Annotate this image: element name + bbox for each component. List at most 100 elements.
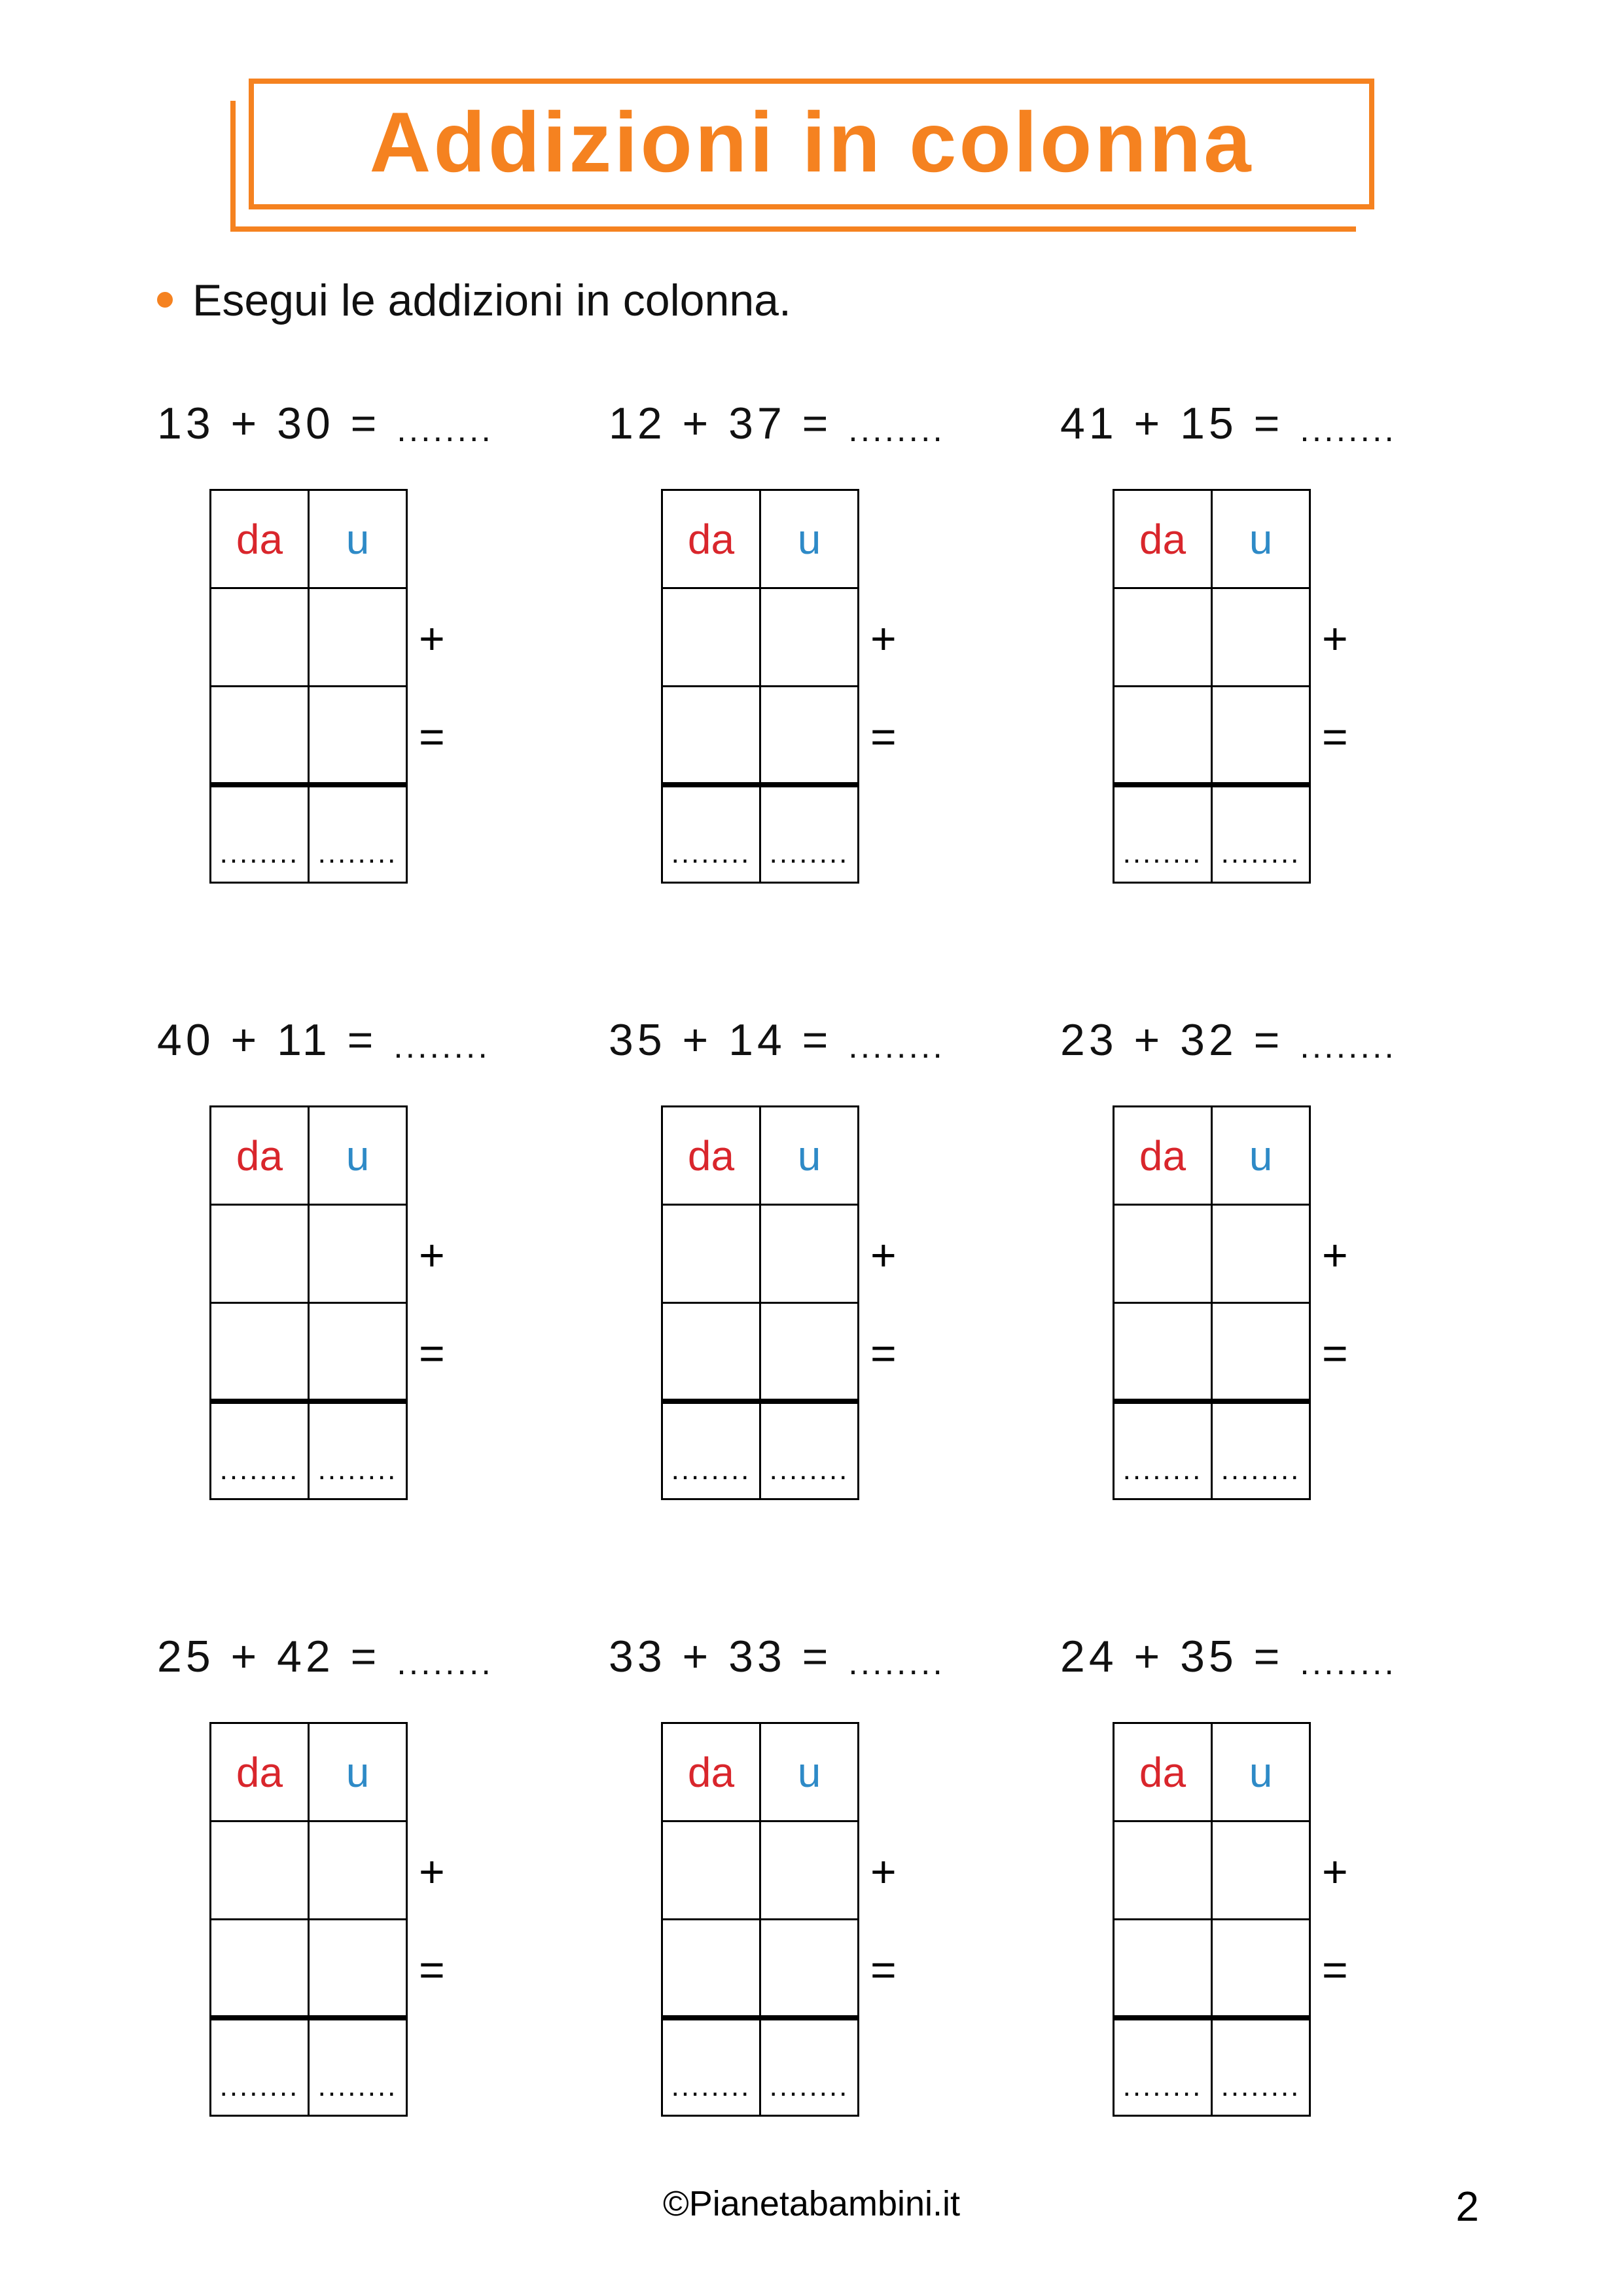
digit-cell [211, 1821, 309, 1920]
operator-column: += [1322, 1823, 1348, 2019]
equals-sign: = [1322, 1304, 1348, 1403]
digit-cell [662, 687, 760, 785]
equation-text: 35 + 14 = ........ [602, 1014, 1027, 1066]
digit-cell [309, 1205, 407, 1303]
result-cell: ........ [309, 2018, 407, 2116]
operator-column: += [1322, 1206, 1348, 1403]
column-addition-table: dau................ [209, 1105, 408, 1500]
column-table-wrap: dau................+= [661, 1722, 1027, 2117]
column-addition-table: dau................ [661, 489, 859, 884]
equals-sign: = [1322, 1921, 1348, 2019]
plus-sign: + [419, 1823, 445, 1921]
column-table-wrap: dau................+= [661, 1105, 1027, 1500]
plus-sign: + [870, 1823, 897, 1921]
problem: 40 + 11 = ........ dau................+= [151, 1014, 576, 1500]
tens-header: da [662, 1723, 760, 1821]
digit-cell [760, 1920, 859, 2018]
tens-header: da [1114, 490, 1212, 588]
result-cell: ........ [1114, 1401, 1212, 1499]
digit-cell [1114, 588, 1212, 687]
plus-sign: + [870, 1206, 897, 1304]
instruction-line: Esegui le addizioni in colonna. [157, 275, 1479, 326]
digit-cell [1212, 687, 1310, 785]
equation-text: 12 + 37 = ........ [602, 398, 1027, 450]
plus-sign: + [419, 1206, 445, 1304]
digit-cell [1114, 687, 1212, 785]
operator-column: += [1322, 590, 1348, 786]
digit-cell [211, 1205, 309, 1303]
equation-text: 24 + 35 = ........ [1054, 1631, 1479, 1683]
digit-cell [1114, 1205, 1212, 1303]
page-number: 2 [1455, 2182, 1479, 2231]
column-table-wrap: dau................+= [209, 1105, 576, 1500]
column-addition-table: dau................ [1113, 1722, 1311, 2117]
bullet-icon [157, 292, 173, 308]
column-table-wrap: dau................+= [1113, 1105, 1479, 1500]
digit-cell [1212, 1920, 1310, 2018]
units-header: u [1212, 1723, 1310, 1821]
column-addition-table: dau................ [661, 1105, 859, 1500]
digit-cell [1114, 1303, 1212, 1401]
answer-blank: ........ [848, 1644, 945, 1682]
digit-cell [1114, 1821, 1212, 1920]
problem: 41 + 15 = ........ dau................+= [1054, 398, 1479, 884]
column-table-wrap: dau................+= [209, 489, 576, 884]
result-cell: ........ [662, 2018, 760, 2116]
units-header: u [309, 1107, 407, 1205]
digit-cell [1212, 588, 1310, 687]
result-cell: ........ [662, 785, 760, 883]
units-header: u [760, 1107, 859, 1205]
title-container: Addizioni in colonna [249, 79, 1374, 209]
plus-sign: + [1322, 1206, 1348, 1304]
equation-text: 13 + 30 = ........ [151, 398, 576, 450]
tens-header: da [662, 1107, 760, 1205]
equation-text: 40 + 11 = ........ [151, 1014, 576, 1066]
digit-cell [1212, 1205, 1310, 1303]
title-box: Addizioni in colonna [249, 79, 1374, 209]
operator-column: += [419, 1206, 445, 1403]
digit-cell [309, 687, 407, 785]
operator-column: += [870, 1206, 897, 1403]
column-table-wrap: dau................+= [1113, 489, 1479, 884]
problem: 23 + 32 = ........dau................+= [1054, 1014, 1479, 1500]
answer-blank: ........ [1300, 1028, 1397, 1066]
column-addition-table: dau................ [661, 1722, 859, 2117]
equals-sign: = [419, 1921, 445, 2019]
digit-cell [760, 588, 859, 687]
equation-text: 33 + 33 = ........ [602, 1631, 1027, 1683]
answer-blank: ........ [397, 411, 493, 449]
result-cell: ........ [211, 2018, 309, 2116]
digit-cell [662, 1821, 760, 1920]
problem: 13 + 30 = ........ dau................+= [151, 398, 576, 884]
column-table-wrap: dau................+= [1113, 1722, 1479, 2117]
digit-cell [211, 588, 309, 687]
equals-sign: = [419, 688, 445, 786]
units-header: u [309, 1723, 407, 1821]
equals-sign: = [419, 1304, 445, 1403]
units-header: u [760, 1723, 859, 1821]
equation-text: 41 + 15 = ........ [1054, 398, 1479, 450]
equals-sign: = [1322, 688, 1348, 786]
plus-sign: + [1322, 1823, 1348, 1921]
answer-blank: ........ [848, 411, 945, 449]
digit-cell [662, 1205, 760, 1303]
units-header: u [1212, 1107, 1310, 1205]
equals-sign: = [870, 1304, 897, 1403]
column-addition-table: dau................ [1113, 1105, 1311, 1500]
result-cell: ........ [1114, 2018, 1212, 2116]
tens-header: da [662, 490, 760, 588]
digit-cell [662, 1920, 760, 2018]
page-title: Addizioni in colonna [254, 93, 1369, 191]
digit-cell [309, 1821, 407, 1920]
tens-header: da [211, 1107, 309, 1205]
digit-cell [760, 1303, 859, 1401]
column-addition-table: dau................ [209, 1722, 408, 2117]
result-cell: ........ [1212, 2018, 1310, 2116]
digit-cell [211, 687, 309, 785]
column-addition-table: dau................ [1113, 489, 1311, 884]
operator-column: += [419, 590, 445, 786]
answer-blank: ........ [1300, 411, 1397, 449]
digit-cell [309, 1920, 407, 2018]
result-cell: ........ [1212, 785, 1310, 883]
digit-cell [662, 1303, 760, 1401]
